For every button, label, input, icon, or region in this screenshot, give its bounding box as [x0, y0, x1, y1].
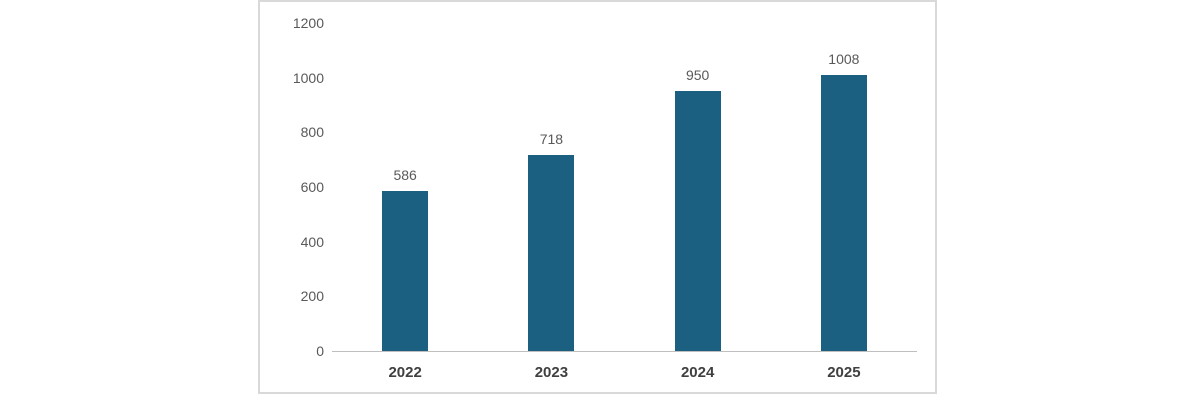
- plot-area: 0 200 400 600 800 1000 1200 586 2022 718 2023 950 20…: [260, 2, 935, 392]
- bar-2022: [382, 191, 429, 351]
- bar-value-label: 1008: [828, 51, 860, 67]
- x-axis-category-label: 2024: [680, 364, 715, 381]
- x-axis-category-label: 2022: [388, 364, 422, 381]
- bar-2023: [528, 155, 575, 351]
- chart-panel: 0 200 400 600 800 1000 1200 586 2022 718 2023 950 20…: [258, 0, 937, 394]
- bar-value-label: 718: [539, 131, 564, 147]
- bar-value-label: 586: [393, 167, 417, 183]
- y-axis-tick-label: 800: [300, 124, 324, 141]
- bar-2025: [820, 75, 867, 351]
- x-axis-line: [332, 351, 917, 352]
- x-axis-category-label: 2025: [827, 364, 861, 381]
- y-axis-tick-label: 400: [300, 233, 324, 250]
- y-axis-tick-label: 200: [300, 288, 324, 305]
- bar-2024: [674, 91, 721, 351]
- y-axis-tick-label: 1000: [292, 69, 324, 86]
- bar-value-label: 950: [685, 67, 710, 83]
- y-axis-tick-label: 1200: [292, 15, 324, 31]
- x-axis-category-label: 2023: [534, 364, 569, 381]
- y-axis-tick-label: 0: [316, 343, 324, 359]
- y-axis-tick-label: 600: [300, 179, 324, 195]
